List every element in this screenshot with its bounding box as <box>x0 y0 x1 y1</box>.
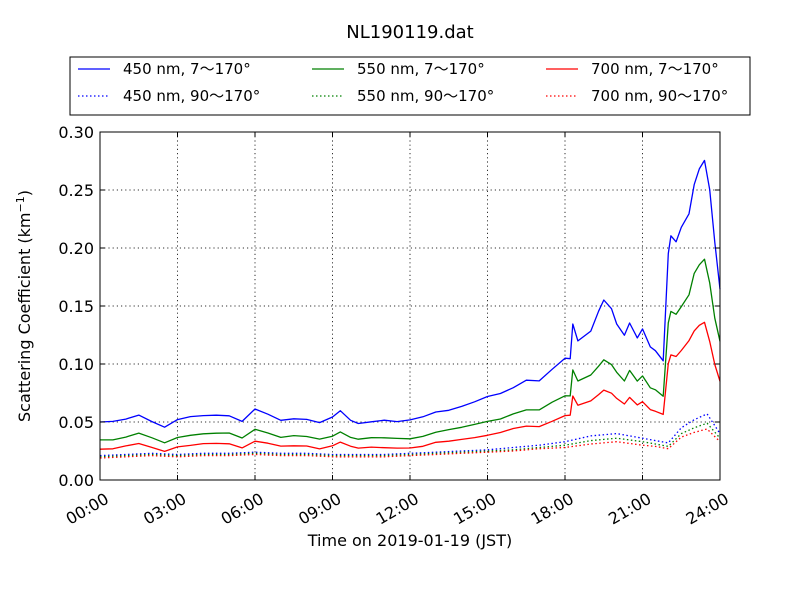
legend-box <box>69 56 751 116</box>
y-tick-label: 0.05 <box>58 413 94 432</box>
series-group <box>99 159 721 459</box>
x-tick-label: 09:00 <box>295 489 344 529</box>
legend-label-2: 700 nm, 7～170° <box>591 60 719 78</box>
y-axis-label: Scattering Coefficient (km−1) <box>14 190 34 422</box>
y-tick-label: 0.30 <box>58 123 94 142</box>
y-tick-label: 0.20 <box>58 239 94 258</box>
y-axis-label-close: ) <box>15 190 34 196</box>
x-tick-label: 18:00 <box>528 489 577 529</box>
x-axis-label: Time on 2019-01-19 (JST) <box>307 531 512 550</box>
legend-label-0: 450 nm, 7～170° <box>123 60 251 78</box>
chart-title: NL190119.dat <box>346 22 473 43</box>
y-tick-label: 0.25 <box>58 181 94 200</box>
legend-label-1: 550 nm, 7～170° <box>357 60 485 78</box>
series-line-2 <box>99 321 721 453</box>
series-line-4 <box>99 422 721 458</box>
legend-label-5: 700 nm, 90～170° <box>591 87 728 105</box>
x-tick-label: 24:00 <box>683 489 732 529</box>
x-tick-label: 06:00 <box>218 489 267 529</box>
x-tick-label: 03:00 <box>140 489 189 529</box>
legend-label-4: 550 nm, 90～170° <box>357 87 494 105</box>
grid <box>100 132 720 480</box>
x-tick-label: 21:00 <box>605 489 654 529</box>
y-tick-label: 0.00 <box>58 471 94 490</box>
series-line-1 <box>100 258 721 444</box>
y-tick-label: 0.15 <box>58 297 94 316</box>
y-tick-label: 0.10 <box>58 355 94 374</box>
y-axis-label-main: Scattering Coefficient (km <box>15 212 34 422</box>
x-tick-label: 00:00 <box>63 489 112 529</box>
y-axis-label-exponent: −1 <box>14 196 27 212</box>
series-line-0 <box>99 159 721 428</box>
series-line-3 <box>99 413 721 457</box>
series-line-5 <box>99 428 721 459</box>
x-tick-label: 15:00 <box>450 489 499 529</box>
legend-label-3: 450 nm, 90～170° <box>123 87 260 105</box>
x-tick-label: 12:00 <box>373 489 422 529</box>
legend: 450 nm, 7～170° 550 nm, 7～170° 700 nm, 7～17… <box>78 60 728 105</box>
